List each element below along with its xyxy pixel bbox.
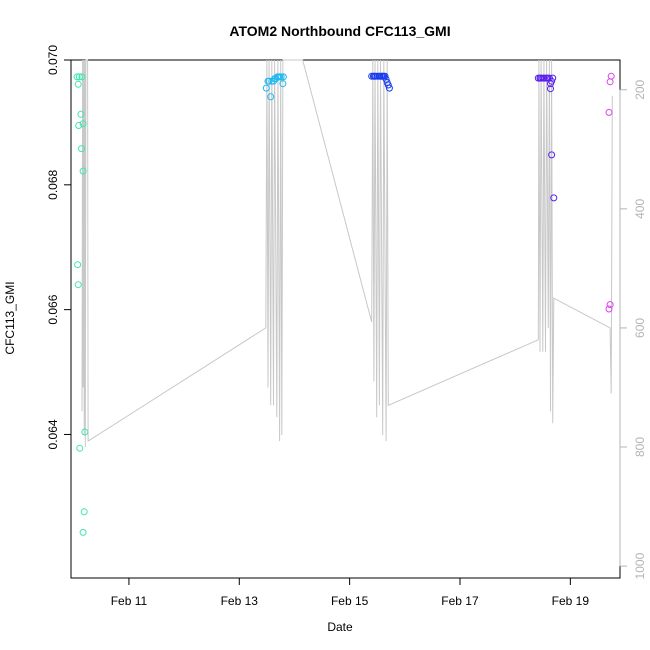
y2-tick-label: 800: [633, 437, 647, 457]
data-point: [267, 93, 275, 101]
data-point: [78, 145, 85, 153]
data-point: [385, 84, 393, 92]
data-point: [74, 261, 82, 269]
data-point: [73, 73, 81, 81]
data-point: [78, 73, 86, 81]
data-point: [548, 151, 556, 159]
plot-frame: [70, 59, 621, 579]
data-point: [381, 72, 389, 80]
x-tick-label: Feb 17: [441, 594, 479, 608]
data-point: [279, 80, 287, 88]
x-tick-label: Feb 15: [331, 594, 369, 608]
y-tick-label: 0.066: [46, 294, 60, 324]
secondary-y-axis: 200 400 600 800 1000: [619, 79, 647, 579]
y-tick-label: 0.070: [46, 45, 60, 75]
y2-tick-label: 200: [633, 79, 647, 99]
data-point: [607, 72, 615, 80]
x-axis: Feb 11 Feb 13 Feb 15 Feb 17 Feb 19: [111, 577, 590, 608]
chart-title: ATOM2 Northbound CFC113_GMI: [229, 23, 450, 39]
data-point: [76, 444, 84, 452]
data-point: [547, 85, 554, 93]
data-point: [79, 167, 87, 175]
data-point: [77, 110, 85, 118]
data-point: [279, 73, 287, 81]
data-point: [74, 281, 82, 289]
data-point: [74, 80, 82, 88]
y-tick-label: 0.068: [46, 169, 60, 199]
data-point: [277, 73, 285, 81]
altitude-trace: [81, 59, 613, 448]
y2-tick-label: 600: [633, 318, 647, 338]
data-point: [549, 74, 557, 82]
data-point: [81, 428, 89, 436]
y-axis-label: CFC113_GMI: [3, 281, 17, 354]
y2-tick-label: 1000: [633, 552, 647, 579]
data-point: [75, 122, 83, 129]
data-point: [605, 108, 613, 116]
data-point: [548, 77, 556, 85]
data-point: [606, 78, 614, 86]
altitude-line: [81, 59, 613, 448]
data-point: [265, 77, 273, 85]
data-point: [262, 84, 270, 92]
data-point: [605, 305, 613, 313]
data-point: [79, 528, 87, 536]
x-tick-label: Feb 19: [552, 594, 590, 608]
x-tick-label: Feb 11: [111, 594, 148, 608]
data-point: [79, 120, 87, 128]
y-axis: 0.064 0.066 0.068 0.070: [46, 45, 71, 449]
x-tick-label: Feb 13: [221, 594, 259, 608]
data-points: [73, 72, 615, 536]
y2-tick-label: 400: [633, 199, 647, 219]
data-point: [550, 194, 558, 202]
data-point: [606, 301, 614, 309]
data-point: [80, 508, 88, 516]
y-tick-label: 0.064: [46, 419, 60, 449]
data-point: [384, 81, 392, 89]
data-point: [75, 73, 83, 81]
x-axis-label: Date: [327, 620, 353, 634]
